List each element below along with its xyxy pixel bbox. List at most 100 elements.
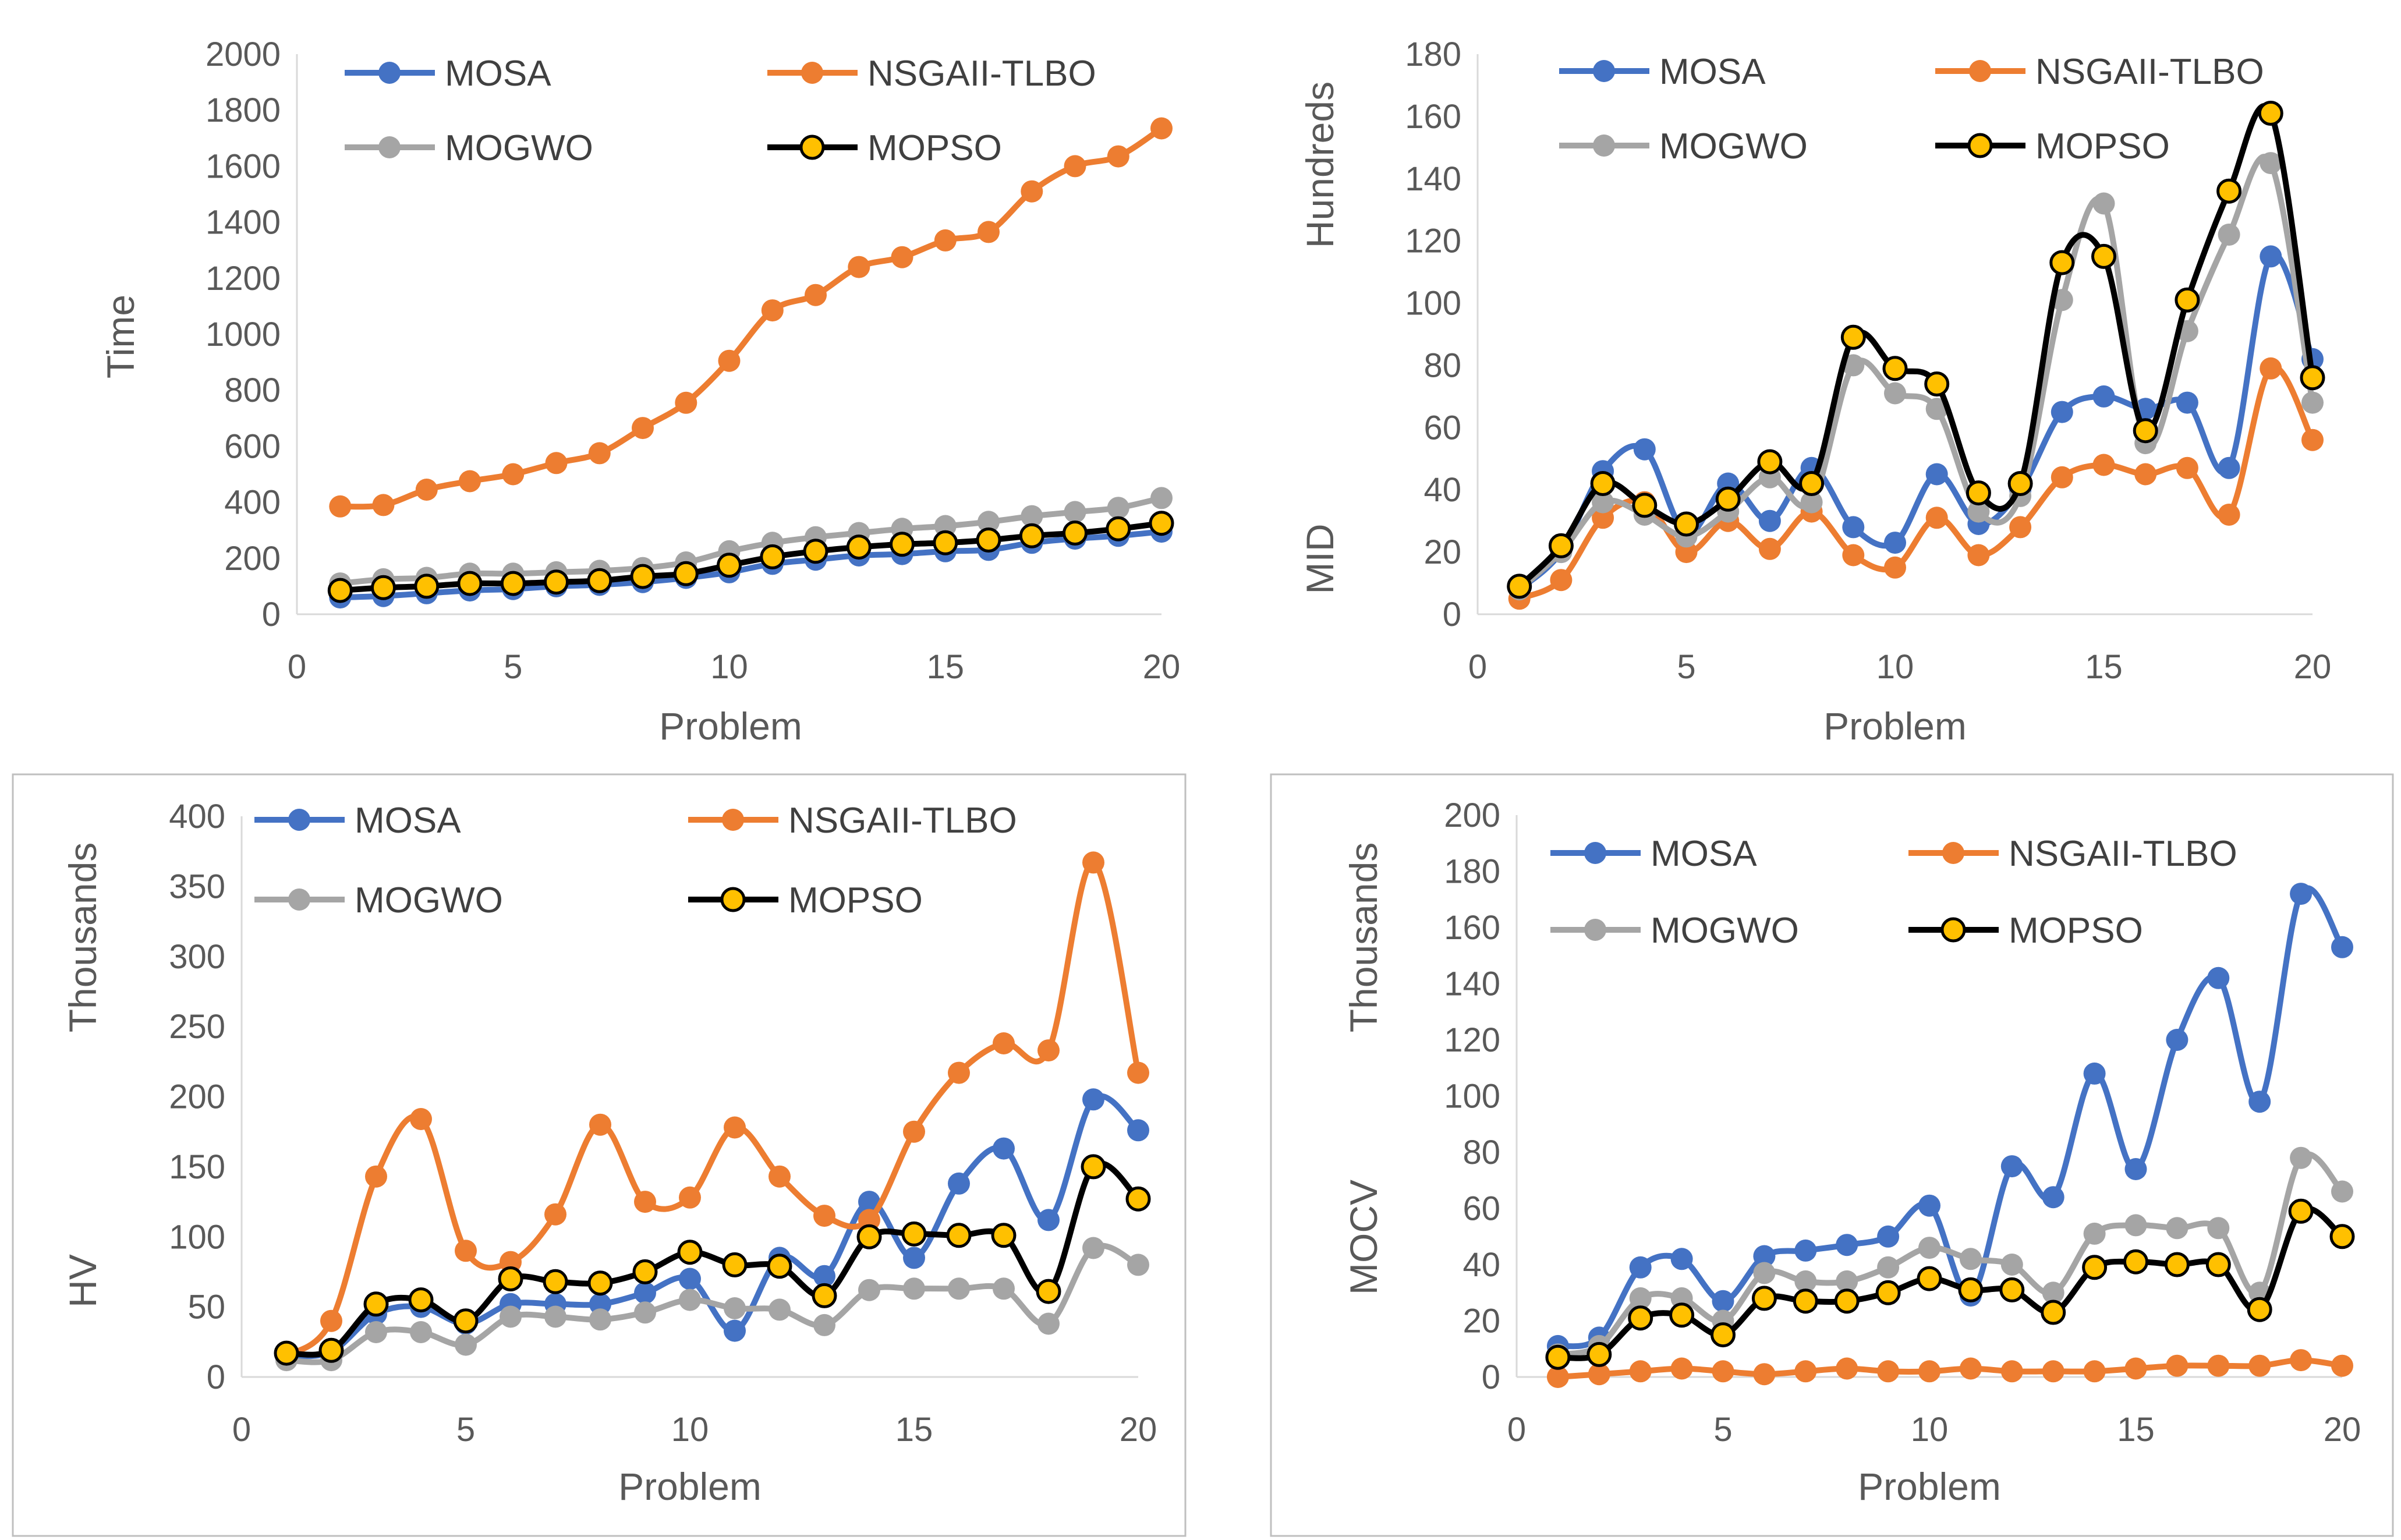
y-tick-label: 800 <box>224 371 281 409</box>
legend-swatch-marker <box>1593 60 1615 82</box>
y-tick-label: 1400 <box>206 204 281 242</box>
data-point-mosa <box>724 1319 746 1342</box>
y-tick-label: 180 <box>1405 36 1461 73</box>
data-point-nsgaii-tlbo <box>1918 1360 1940 1383</box>
data-point-nsgaii-tlbo <box>634 1191 656 1213</box>
data-point-mogwo <box>2166 1217 2188 1240</box>
y-tick-label: 140 <box>1444 965 1500 1003</box>
data-point-nsgaii-tlbo <box>2051 466 2073 488</box>
y-tick-label: 50 <box>187 1288 225 1326</box>
series-mopso <box>1507 101 2325 599</box>
series-mopso <box>327 511 1174 603</box>
data-point-mogwo <box>1107 497 1129 519</box>
y-tick-label: 1200 <box>206 260 281 298</box>
data-point-mogwo <box>2260 152 2282 175</box>
data-point-mogwo <box>500 1305 522 1328</box>
x-tick-label: 15 <box>926 648 964 686</box>
data-point-mopso <box>1875 1280 1901 1305</box>
x-tick-label: 0 <box>1468 648 1487 686</box>
legend-swatch-marker <box>722 809 744 831</box>
data-point-mopso <box>414 573 440 599</box>
data-point-mogwo <box>2331 1180 2353 1203</box>
data-point-mopso <box>453 1308 479 1334</box>
data-point-nsgaii-tlbo <box>372 494 395 516</box>
series-mopso <box>274 1154 1151 1366</box>
data-point-mosa <box>2083 1062 2106 1085</box>
series-nsgaii-tlbo <box>329 117 1173 518</box>
data-point-mogwo <box>993 1277 1015 1300</box>
chart-frame <box>12 773 1187 1537</box>
data-point-nsgaii-tlbo <box>2176 456 2198 479</box>
data-point-mogwo <box>1592 491 1614 514</box>
data-point-mopso <box>318 1337 344 1363</box>
legend-swatch-marker <box>378 62 401 84</box>
data-point-mopso <box>767 1254 792 1279</box>
data-point-mogwo <box>1670 1287 1693 1309</box>
data-point-mopso <box>544 569 569 595</box>
data-point-mosa <box>1758 509 1781 532</box>
y-tick-label: 1600 <box>206 147 281 185</box>
legend-item-mogwo: MOGWO <box>345 128 593 168</box>
legend-item-mogwo: MOGWO <box>1559 126 1808 167</box>
data-point-nsgaii-tlbo <box>2331 1354 2353 1377</box>
data-point-mopso <box>1019 523 1044 548</box>
data-point-mopso <box>1840 324 1866 350</box>
data-point-mogwo <box>634 1301 656 1324</box>
data-point-nsgaii-tlbo <box>2000 1360 2023 1383</box>
legend-swatch-marker <box>1584 919 1606 941</box>
data-point-mosa <box>2290 883 2313 905</box>
y-tick-label: 0 <box>207 1358 225 1396</box>
data-point-mogwo <box>544 1305 566 1328</box>
y-axis-label: Time <box>99 295 142 378</box>
y-tick-label: 120 <box>1444 1021 1500 1059</box>
data-point-nsgaii-tlbo <box>675 391 697 414</box>
x-axis-label: Problem <box>618 1465 762 1508</box>
data-point-mopso <box>1958 1277 1984 1302</box>
data-point-nsgaii-tlbo <box>1675 541 1698 564</box>
data-point-mosa <box>903 1247 925 1269</box>
data-point-mopso <box>856 1224 882 1249</box>
data-point-nsgaii-tlbo <box>761 299 784 322</box>
data-point-mopso <box>630 564 656 589</box>
data-point-nsgaii-tlbo <box>1712 1360 1734 1383</box>
data-point-nsgaii-tlbo <box>455 1240 477 1262</box>
data-point-mosa <box>1836 1234 1858 1256</box>
data-point-mogwo <box>1753 1262 1776 1284</box>
data-point-mopso <box>587 568 612 593</box>
y-tick-label: 400 <box>169 798 225 836</box>
data-point-mogwo <box>1967 500 1990 523</box>
y-axis-label: MOCV <box>1342 1180 1385 1295</box>
chart-time: 0 200 400 600 800 1000 1200 1400 1600 1800 2000 0 5 1… <box>99 36 1180 748</box>
y-tick-label: 250 <box>169 1008 225 1046</box>
data-point-mogwo <box>813 1314 835 1336</box>
data-point-mopso <box>2288 1198 2314 1224</box>
data-point-nsgaii-tlbo <box>1670 1357 1693 1380</box>
data-point-mopso <box>1628 1305 1653 1331</box>
data-point-mopso <box>717 553 742 578</box>
y-tick-label: 350 <box>169 868 225 905</box>
series-nsgaii-tlbo <box>1546 1349 2353 1388</box>
legend-swatch-marker <box>288 809 310 831</box>
legend-swatch-marker <box>1593 134 1615 157</box>
y-tick-label: 80 <box>1423 346 1461 384</box>
data-point-mogwo <box>1064 501 1086 523</box>
data-point-mogwo <box>978 511 1000 533</box>
data-point-mogwo <box>934 515 957 537</box>
data-point-mogwo <box>455 1333 477 1356</box>
data-point-mogwo <box>858 1279 880 1301</box>
legend-item-mopso: MOPSO <box>688 880 923 921</box>
data-point-mogwo <box>2000 1254 2023 1276</box>
data-point-mopso <box>1715 486 1741 512</box>
chart-frame <box>1270 773 2394 1537</box>
data-point-mopso <box>1125 1186 1151 1212</box>
data-point-mogwo <box>2218 224 2240 246</box>
data-point-mogwo <box>2124 1214 2147 1237</box>
data-point-nsgaii-tlbo <box>1967 544 1990 567</box>
y-tick-label: 120 <box>1405 222 1461 260</box>
data-point-mosa <box>2248 1091 2271 1113</box>
data-point-mosa <box>1925 463 1948 486</box>
data-point-mopso <box>2041 1300 2066 1325</box>
y-tick-label: 200 <box>1444 796 1500 834</box>
data-point-nsgaii-tlbo <box>2301 429 2324 451</box>
data-point-nsgaii-tlbo <box>769 1165 791 1188</box>
